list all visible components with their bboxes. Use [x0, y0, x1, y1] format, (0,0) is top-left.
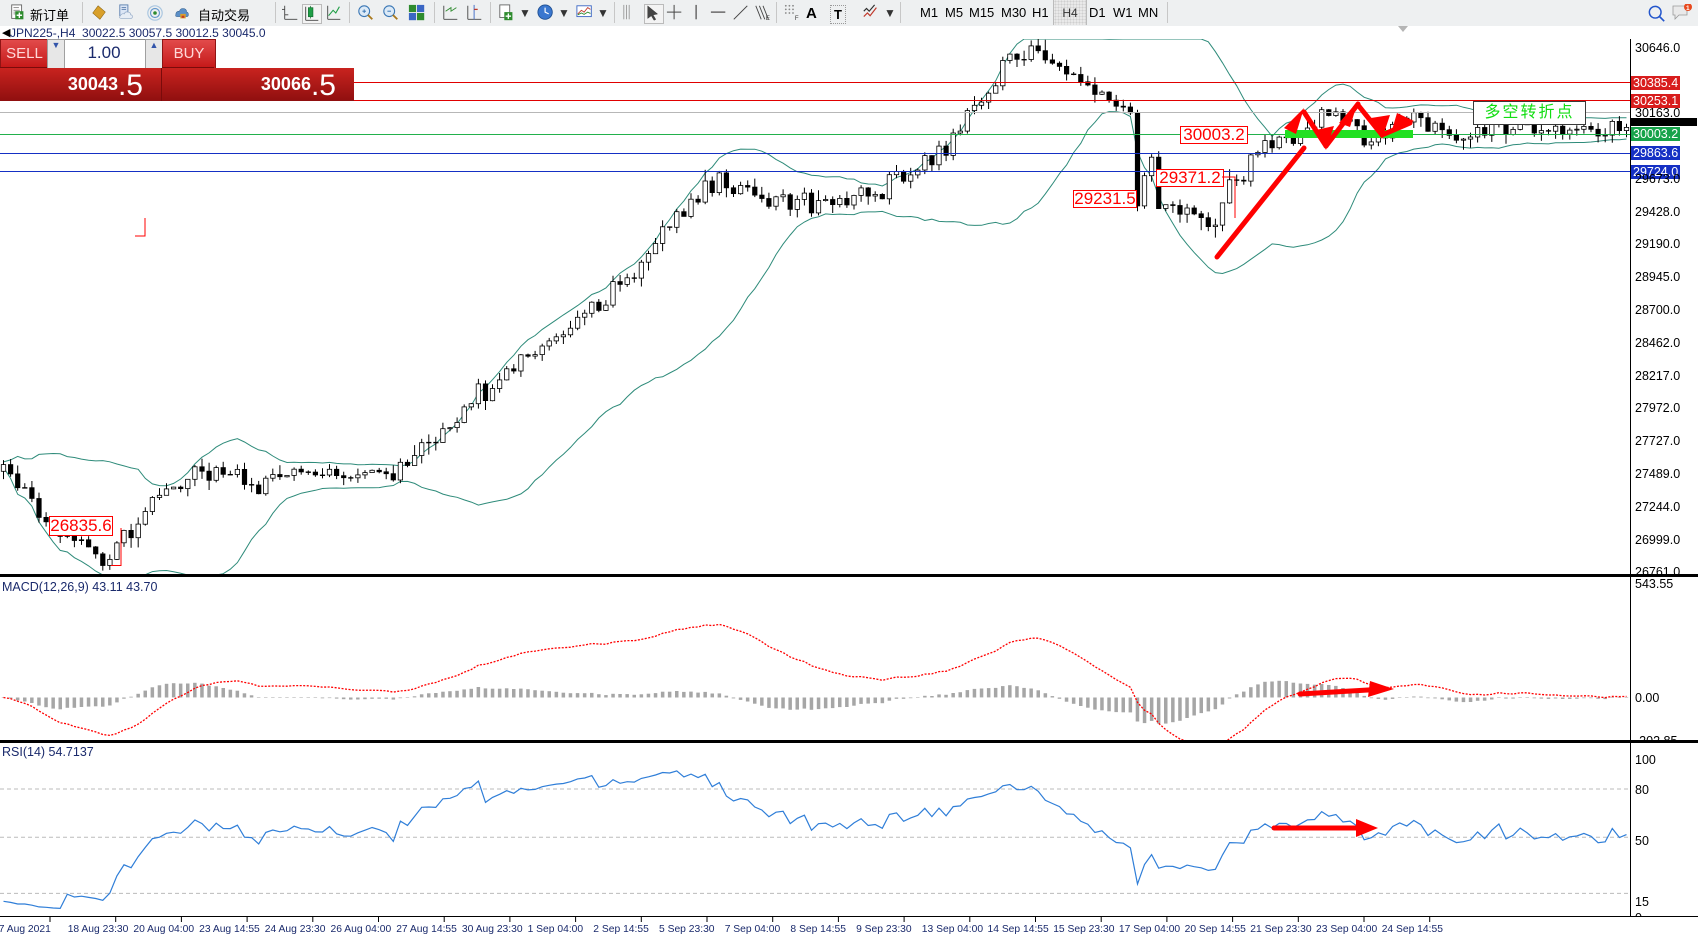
svg-text:F: F — [795, 15, 799, 22]
svg-text:1: 1 — [1686, 5, 1690, 12]
svg-text:E: E — [766, 15, 770, 22]
